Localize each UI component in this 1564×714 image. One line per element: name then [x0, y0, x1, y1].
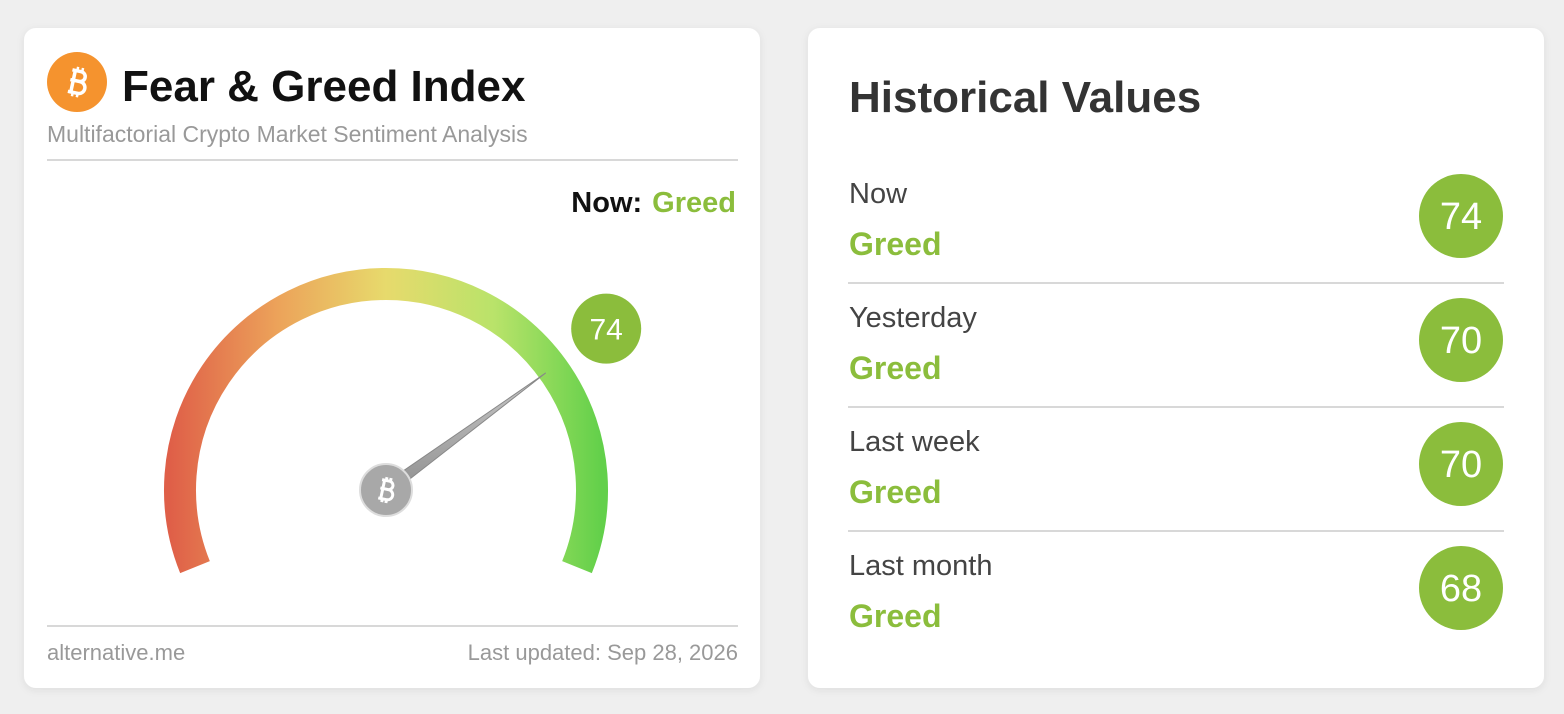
row-label: Last month	[849, 550, 992, 582]
row-label: Yesterday	[849, 302, 977, 334]
history-row: Yesterday Greed 70	[849, 298, 1503, 386]
value-badge	[1419, 546, 1503, 630]
value-badge	[1419, 174, 1503, 258]
gauge: 74	[164, 268, 642, 574]
bitcoin-logo	[47, 52, 107, 112]
row-value: 70	[1440, 320, 1482, 362]
now-label: Now:	[571, 187, 642, 219]
source: alternative.me	[47, 640, 185, 665]
row-value: 68	[1440, 568, 1482, 610]
hub-logo-glyph	[377, 476, 395, 504]
row-value: 70	[1440, 444, 1482, 486]
value-badge	[1419, 298, 1503, 382]
hub-logo	[377, 476, 395, 504]
row-classification: Greed	[849, 350, 941, 386]
row-label: Last week	[849, 426, 980, 458]
card-subtitle: Multifactorial Crypto Market Sentiment A…	[47, 121, 528, 147]
history-list: Now Greed 74 Yesterday Greed 70 Last week Greed…	[848, 174, 1504, 634]
row-classification: Greed	[849, 226, 941, 262]
gauge-arc	[164, 268, 608, 574]
row-classification: Greed	[849, 598, 941, 634]
card-title: Historical Values	[849, 73, 1201, 122]
card-title: Fear & Greed Index	[122, 62, 526, 111]
history-row: Now Greed 74	[849, 174, 1503, 262]
gauge-value: 74	[590, 314, 623, 347]
history-card	[808, 28, 1544, 688]
history-row: Last month Greed 68	[849, 546, 1503, 634]
row-classification: Greed	[849, 474, 941, 510]
history-row: Last week Greed 70	[849, 422, 1503, 510]
now-classification: Greed	[652, 187, 736, 219]
gauge-badge	[571, 293, 642, 364]
row-label: Now	[849, 178, 908, 210]
last-updated: Last updated: Sep 28, 2026	[468, 640, 738, 665]
value-badge	[1419, 422, 1503, 506]
row-value: 74	[1440, 196, 1482, 238]
now-status: Now: Greed	[571, 187, 736, 219]
